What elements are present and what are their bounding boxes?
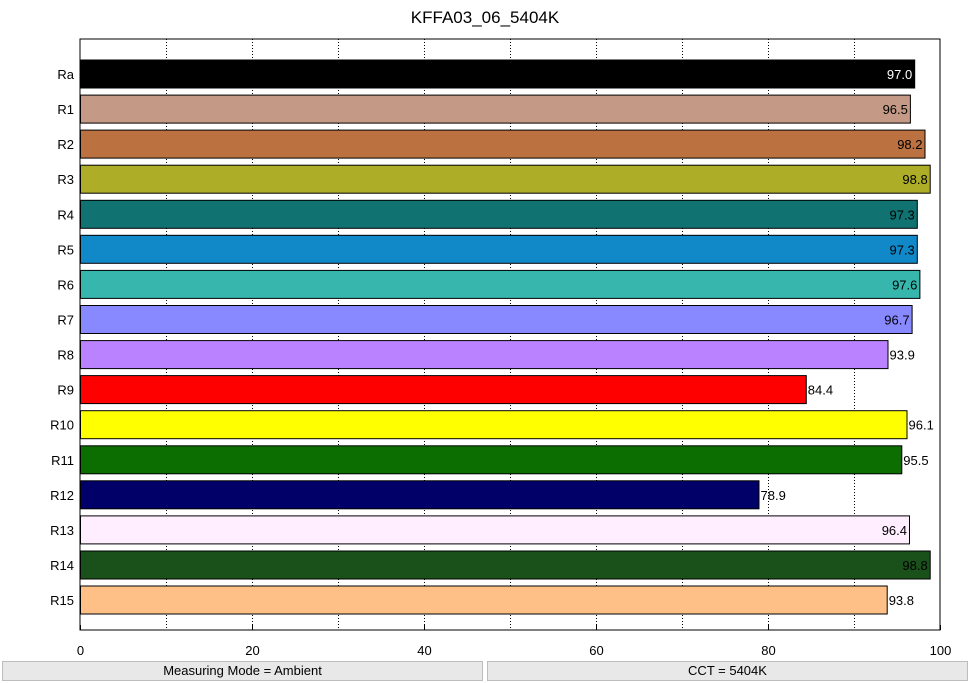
bar-r7 <box>80 305 913 334</box>
value-label-r8: 93.9 <box>890 348 915 363</box>
measuring-mode-status: Measuring Mode = Ambient <box>2 661 483 681</box>
bar-r15 <box>80 585 888 615</box>
bar-r9 <box>80 375 807 405</box>
value-label-r13: 96.4 <box>882 523 907 538</box>
x-tick-label-60: 60 <box>589 643 603 658</box>
value-label-ra: 97.0 <box>887 67 912 82</box>
value-label-r12: 78.9 <box>761 488 786 503</box>
cri-bar-chart: KFFA03_06_5404K Ra 97.0 R1 96.5 R2 98.2 R3 98.8… <box>50 8 951 658</box>
value-label-r10: 96.1 <box>909 418 934 433</box>
bar-r13 <box>80 515 910 545</box>
category-label-r6: R6 <box>57 277 74 292</box>
value-label-r6: 97.6 <box>892 277 917 292</box>
value-label-r11: 95.5 <box>903 453 928 468</box>
status-bar: Measuring Mode = Ambient CCT = 5404K <box>0 659 970 683</box>
category-label-r15: R15 <box>50 593 74 608</box>
bar-r4 <box>80 199 918 229</box>
category-label-r10: R10 <box>50 418 74 433</box>
bar-r10 <box>80 410 908 440</box>
category-label-r4: R4 <box>57 207 74 222</box>
bar-r11 <box>80 445 903 475</box>
category-label-r7: R7 <box>57 313 74 328</box>
category-label-r13: R13 <box>50 523 74 538</box>
category-label-r2: R2 <box>57 137 74 152</box>
value-label-r9: 84.4 <box>808 383 833 398</box>
x-axis: 0 20 40 60 80 100 <box>77 625 951 658</box>
value-label-r4: 97.3 <box>889 207 914 222</box>
value-label-r1: 96.5 <box>883 102 908 117</box>
value-label-r7: 96.7 <box>884 313 909 328</box>
category-label-ra: Ra <box>57 67 74 82</box>
x-tick-label-40: 40 <box>417 643 431 658</box>
value-label-r5: 97.3 <box>889 242 914 257</box>
bar-ra <box>80 59 916 89</box>
category-label-r12: R12 <box>50 488 74 503</box>
bars-layer: Ra 97.0 R1 96.5 R2 98.2 R3 98.8 R4 97.3 R5 97.3 R6 97… <box>50 59 934 615</box>
plot-frame <box>79 38 941 631</box>
bar-r6 <box>80 269 921 299</box>
cct-status: CCT = 5404K <box>487 661 968 681</box>
value-label-r15: 93.8 <box>889 593 914 608</box>
value-label-r14: 98.8 <box>902 558 927 573</box>
category-label-r14: R14 <box>50 558 74 573</box>
category-label-r3: R3 <box>57 172 74 187</box>
value-label-r2: 98.2 <box>897 137 922 152</box>
bar-r2 <box>80 129 926 159</box>
bar-r1 <box>80 94 911 124</box>
category-label-r1: R1 <box>57 102 74 117</box>
chart-title: KFFA03_06_5404K <box>411 8 560 27</box>
category-label-r8: R8 <box>57 348 74 363</box>
category-label-r5: R5 <box>57 242 74 257</box>
x-tick-label-0: 0 <box>77 643 84 658</box>
value-label-r3: 98.8 <box>902 172 927 187</box>
category-label-r9: R9 <box>57 383 74 398</box>
category-label-r11: R11 <box>51 453 74 468</box>
bar-r14 <box>80 550 931 580</box>
bar-r12 <box>80 480 760 510</box>
x-tick-label-20: 20 <box>245 643 259 658</box>
x-tick-label-100: 100 <box>930 643 952 658</box>
x-tick-label-80: 80 <box>761 643 775 658</box>
bar-r3 <box>80 164 931 194</box>
bar-r5 <box>80 234 918 264</box>
bar-r8 <box>80 340 889 370</box>
